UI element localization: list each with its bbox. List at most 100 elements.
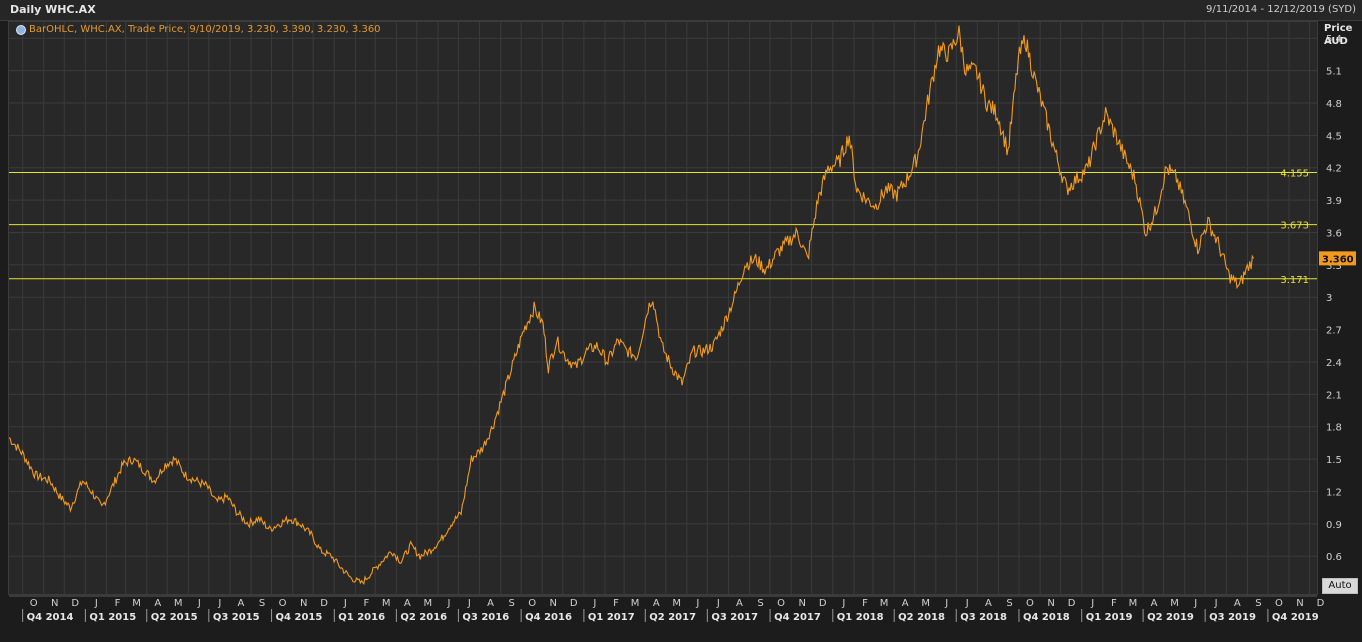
y-tick-label: 2.1 (1326, 390, 1342, 401)
month-tick-label: D (320, 598, 328, 609)
month-tick-label: A (902, 598, 909, 609)
y-tick-label: 0.6 (1326, 552, 1342, 563)
month-tick-label: O (528, 598, 536, 609)
quarter-tick-label: Q1 2015 (89, 612, 136, 623)
quarter-tick-label: Q4 2016 (525, 612, 572, 623)
y-tick-label: 3 (1326, 293, 1332, 304)
quarter-tick-label: Q2 2018 (898, 612, 945, 623)
y-tick-label: 5.4 (1326, 34, 1342, 45)
month-tick-label: N (300, 598, 307, 609)
month-tick-label: D (1068, 598, 1076, 609)
quarter-tick-label: Q4 2019 (1272, 612, 1319, 623)
month-tick-label: A (653, 598, 660, 609)
month-tick-label: J (343, 598, 347, 609)
month-tick-label: F (862, 598, 868, 609)
month-tick-label: O (279, 598, 287, 609)
month-tick-label: F (115, 598, 121, 609)
month-tick-label: N (51, 598, 58, 609)
level-label: 3.171 (1280, 275, 1309, 286)
month-tick-label: J (841, 598, 845, 609)
y-tick-label: 5.1 (1326, 67, 1342, 78)
quarter-tick-label: Q2 2016 (400, 612, 447, 623)
series-legend[interactable]: BarOHLC, WHC.AX, Trade Price, 9/10/2019,… (16, 24, 381, 35)
month-tick-label: J (1214, 598, 1218, 609)
month-tick-label: S (259, 598, 265, 609)
month-tick-label: M (1170, 598, 1179, 609)
quarter-tick-label: Q1 2019 (1086, 612, 1133, 623)
month-tick-label: J (197, 598, 201, 609)
month-tick-label: A (985, 598, 992, 609)
month-tick-label: J (467, 598, 471, 609)
quarter-tick-label: Q3 2019 (1209, 612, 1256, 623)
month-tick-label: S (1006, 598, 1012, 609)
y-tick-label: 2.7 (1326, 326, 1342, 337)
month-tick-label: A (404, 598, 411, 609)
month-tick-label: M (921, 598, 930, 609)
y-tick-label: 1.2 (1326, 487, 1342, 498)
month-tick-label: D (819, 598, 827, 609)
month-tick-label: M (631, 598, 640, 609)
month-tick-label: J (217, 598, 221, 609)
month-tick-label: N (550, 598, 557, 609)
month-tick-label: J (695, 598, 699, 609)
y-tick-label: 1.8 (1326, 423, 1342, 434)
quarter-tick-label: Q4 2014 (27, 612, 74, 623)
quarter-tick-label: Q2 2019 (1147, 612, 1194, 623)
month-tick-label: M (423, 598, 432, 609)
month-tick-label: N (798, 598, 805, 609)
month-tick-label: J (446, 598, 450, 609)
last-price-label: 3.360 (1322, 254, 1354, 265)
plot-area[interactable] (8, 21, 1318, 595)
y-tick-label: 3.3 (1326, 261, 1342, 272)
quarter-tick-label: Q3 2016 (462, 612, 509, 623)
month-tick-label: A (736, 598, 743, 609)
auto-scale-button[interactable]: Auto (1322, 578, 1358, 594)
title-bar: Daily WHC.AX 9/11/2014 - 12/12/2019 (SYD… (0, 0, 1362, 21)
month-tick-label: M (672, 598, 681, 609)
month-tick-label: O (1275, 598, 1283, 609)
level-label: 3.673 (1280, 221, 1309, 232)
month-tick-label: A (1234, 598, 1241, 609)
month-tick-label: J (592, 598, 596, 609)
month-tick-label: J (716, 598, 720, 609)
month-tick-label: J (1193, 598, 1197, 609)
quarter-tick-label: Q4 2015 (276, 612, 323, 623)
y-tick-label: 3.6 (1326, 228, 1342, 239)
y-tick-label: 0.9 (1326, 520, 1342, 531)
month-tick-label: M (880, 598, 889, 609)
quarter-tick-label: Q4 2017 (774, 612, 821, 623)
series-clock-icon (16, 24, 26, 35)
month-tick-label: F (1111, 598, 1117, 609)
month-tick-label: J (965, 598, 969, 609)
quarter-tick-label: Q3 2017 (711, 612, 758, 623)
month-tick-label: J (94, 598, 98, 609)
month-tick-label: F (613, 598, 619, 609)
month-tick-label: M (132, 598, 141, 609)
quarter-tick-label: Q4 2018 (1023, 612, 1070, 623)
quarter-tick-label: Q2 2017 (649, 612, 696, 623)
date-range: 9/11/2014 - 12/12/2019 (SYD) (1205, 4, 1356, 15)
quarter-tick-label: Q1 2016 (338, 612, 385, 623)
month-tick-label: S (509, 598, 515, 609)
y-tick-label: 4.8 (1326, 99, 1342, 110)
price-series-line[interactable] (8, 25, 1255, 585)
month-tick-label: F (364, 598, 370, 609)
legend-text: BarOHLC, WHC.AX, Trade Price, 9/10/2019,… (29, 24, 381, 35)
y-tick-label: 1.5 (1326, 455, 1342, 466)
axis-header: Price AUD (1324, 22, 1352, 48)
quarter-tick-label: Q1 2018 (837, 612, 884, 623)
month-tick-label: O (1026, 598, 1034, 609)
month-tick-label: N (1047, 598, 1054, 609)
month-tick-label: O (777, 598, 785, 609)
axis-header-price: Price (1324, 23, 1353, 34)
month-tick-label: D (570, 598, 578, 609)
month-tick-label: M (1129, 598, 1138, 609)
month-tick-label: M (382, 598, 391, 609)
level-label: 4.155 (1280, 169, 1309, 180)
month-tick-label: J (1090, 598, 1094, 609)
month-tick-label: J (944, 598, 948, 609)
y-tick-label: 3.9 (1326, 196, 1342, 207)
month-tick-label: D (1317, 598, 1325, 609)
